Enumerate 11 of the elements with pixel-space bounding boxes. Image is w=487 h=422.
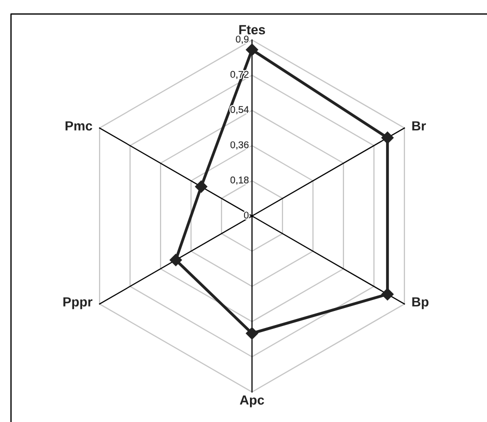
spoke-label: Bp: [412, 297, 428, 310]
spoke-label: Pppr: [63, 297, 92, 310]
spoke-label: Pmc: [66, 121, 92, 131]
spoke-label: Ftes: [239, 25, 266, 34]
y-tick-label: 0,9: [236, 36, 249, 44]
y-tick-label: 0,54: [230, 106, 249, 114]
y-tick-label: 0,36: [230, 141, 249, 150]
y-tick-label: 0,18: [230, 176, 249, 185]
y-tick-label: 0: [244, 212, 249, 219]
spoke-label: Apc: [240, 395, 264, 408]
spoke-label: Br: [412, 121, 426, 130]
